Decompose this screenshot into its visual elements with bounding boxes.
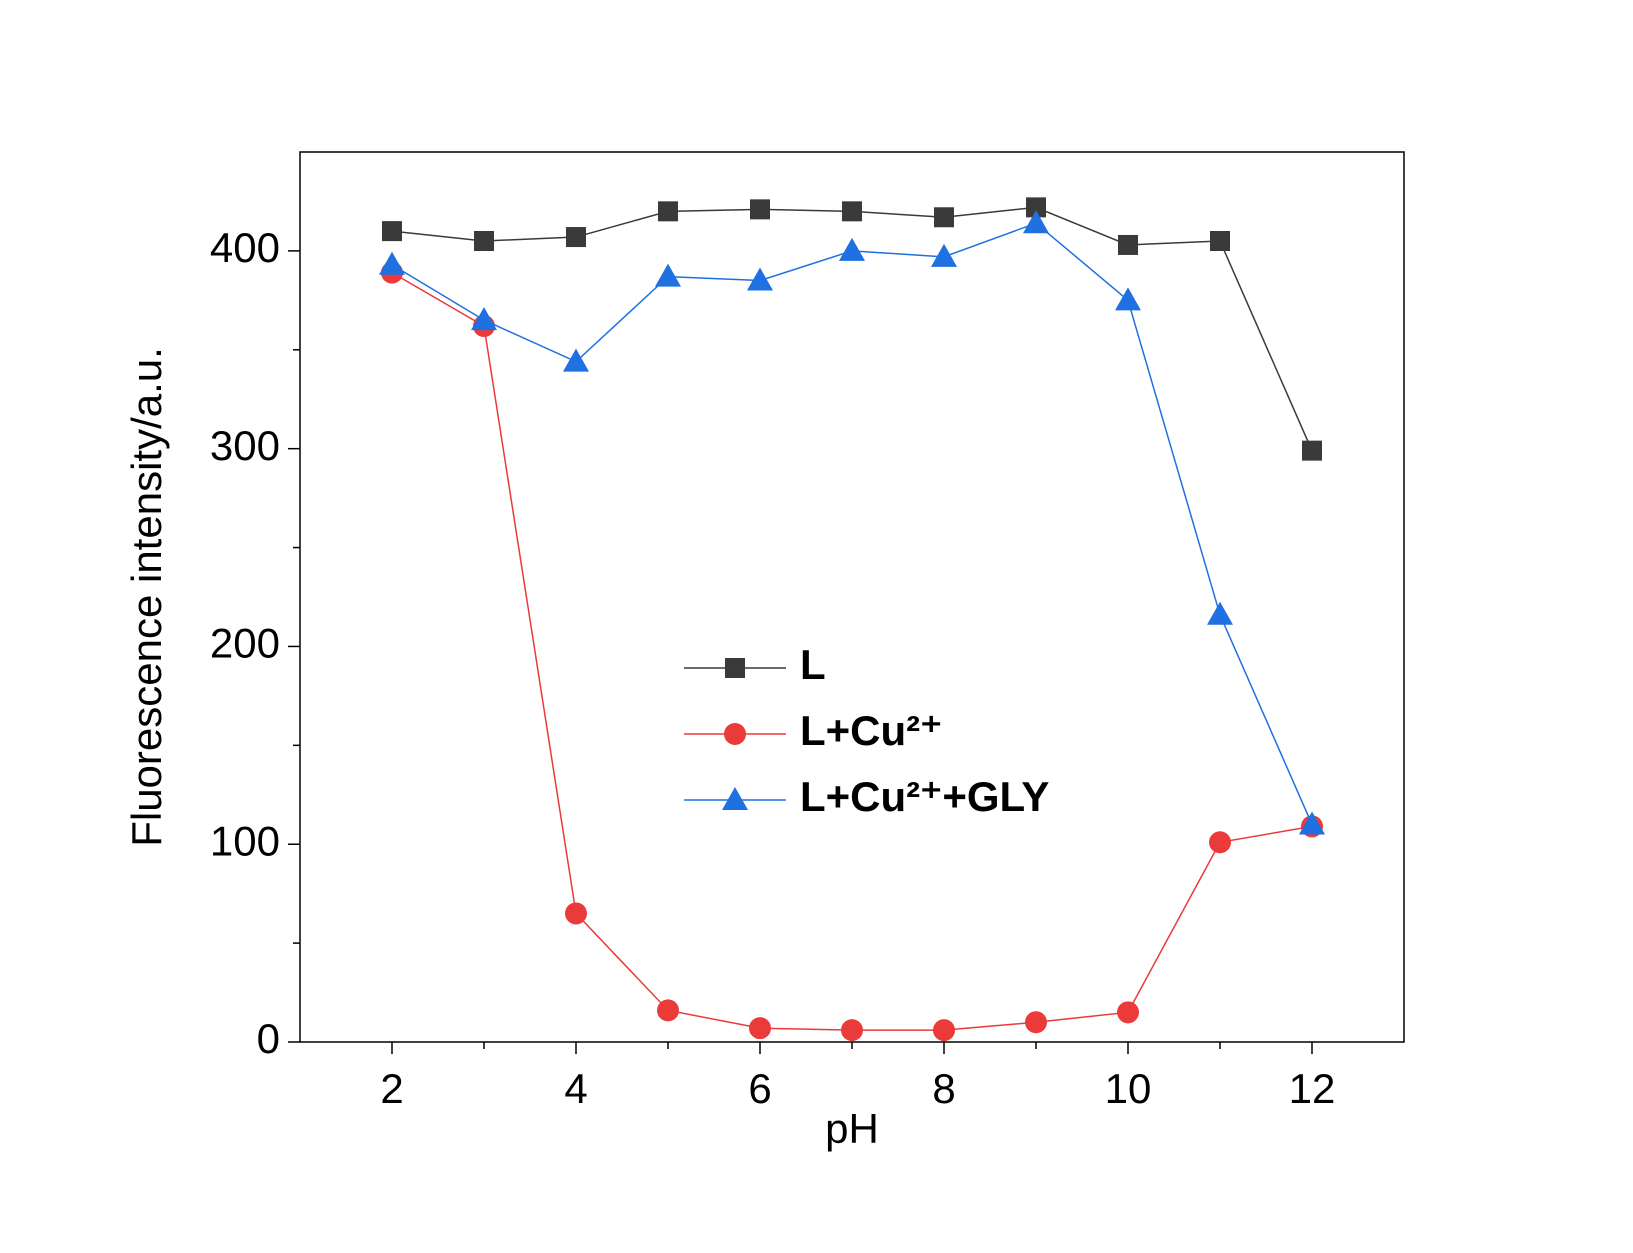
y-tick-label: 400	[210, 224, 280, 271]
x-axis-title: pH	[825, 1105, 879, 1152]
marker	[933, 1019, 955, 1042]
x-tick-label: 2	[380, 1065, 403, 1112]
marker	[747, 267, 773, 291]
y-tick-label: 200	[210, 620, 280, 667]
y-tick-label: 300	[210, 422, 280, 469]
x-tick-label: 6	[748, 1065, 771, 1112]
marker	[655, 263, 681, 287]
legend-marker	[722, 787, 748, 810]
marker	[1117, 1001, 1139, 1024]
marker	[658, 201, 678, 222]
marker	[931, 243, 957, 267]
marker	[1209, 831, 1231, 854]
marker	[657, 999, 679, 1022]
x-tick-label: 8	[932, 1065, 955, 1112]
marker	[1026, 197, 1046, 218]
marker	[1302, 440, 1322, 461]
marker	[1210, 231, 1230, 251]
marker	[842, 201, 862, 222]
legend-marker	[724, 723, 746, 745]
marker	[1207, 601, 1233, 625]
y-tick-label: 100	[210, 817, 280, 864]
legend-label: L+Cu²⁺	[800, 707, 942, 754]
series-line	[391, 271, 1313, 1031]
marker	[841, 1019, 863, 1042]
marker	[566, 227, 586, 248]
legend-label: L	[800, 641, 826, 688]
marker	[382, 221, 402, 242]
marker	[749, 1017, 771, 1040]
y-tick-label: 0	[257, 1015, 280, 1062]
marker	[565, 902, 587, 925]
marker	[1025, 1011, 1047, 1034]
x-tick-label: 12	[1289, 1065, 1336, 1112]
x-tick-label: 4	[564, 1065, 587, 1112]
legend-label: L+Cu²⁺+GLY	[800, 773, 1049, 820]
marker	[474, 231, 494, 251]
marker	[1299, 811, 1325, 835]
plot-frame	[299, 151, 1405, 1043]
marker	[1118, 234, 1138, 255]
marker	[934, 207, 954, 228]
marker	[839, 237, 865, 261]
marker	[750, 199, 770, 220]
marker	[1115, 287, 1141, 311]
y-axis-title: Fluorescence intensity/a.u.	[123, 347, 170, 847]
marker	[1023, 210, 1049, 234]
legend-marker	[725, 658, 745, 678]
marker	[379, 251, 405, 275]
x-tick-label: 10	[1105, 1065, 1152, 1112]
marker	[563, 348, 589, 372]
marker	[471, 307, 497, 331]
